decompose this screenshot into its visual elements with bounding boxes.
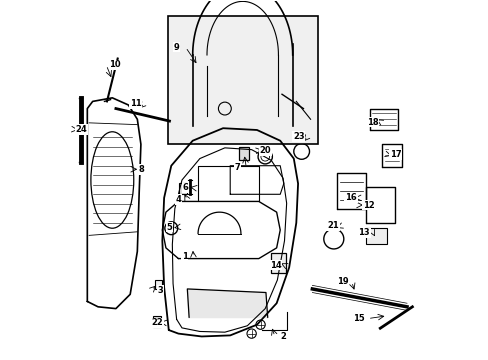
Text: 19: 19 — [336, 277, 348, 286]
Text: 21: 21 — [326, 221, 338, 230]
Bar — [365, 228, 386, 244]
Bar — [179, 183, 186, 194]
Text: 3: 3 — [157, 285, 163, 294]
Text: 24: 24 — [76, 125, 87, 134]
Text: 7: 7 — [234, 163, 240, 172]
Polygon shape — [187, 289, 267, 318]
Text: 13: 13 — [358, 228, 369, 237]
Text: 5: 5 — [166, 222, 172, 231]
Text: 16: 16 — [345, 193, 356, 202]
Bar — [155, 280, 162, 289]
Text: 6: 6 — [182, 183, 188, 192]
Text: 23: 23 — [292, 132, 304, 141]
Bar — [167, 16, 317, 144]
Text: 10: 10 — [109, 60, 121, 69]
Text: 1: 1 — [181, 252, 187, 261]
Text: 14: 14 — [269, 261, 281, 270]
Text: 15: 15 — [352, 314, 364, 323]
Bar — [271, 253, 285, 273]
Text: 8: 8 — [138, 165, 143, 174]
Text: 20: 20 — [259, 146, 270, 155]
Text: 22: 22 — [151, 318, 163, 327]
Text: 18: 18 — [366, 118, 377, 127]
Bar — [239, 147, 248, 160]
Text: 9: 9 — [173, 42, 179, 51]
Text: 2: 2 — [280, 332, 286, 341]
Bar — [153, 316, 161, 327]
Text: 17: 17 — [389, 150, 401, 159]
Text: 4: 4 — [175, 195, 181, 204]
Text: 11: 11 — [129, 99, 141, 108]
Text: 12: 12 — [362, 201, 374, 210]
